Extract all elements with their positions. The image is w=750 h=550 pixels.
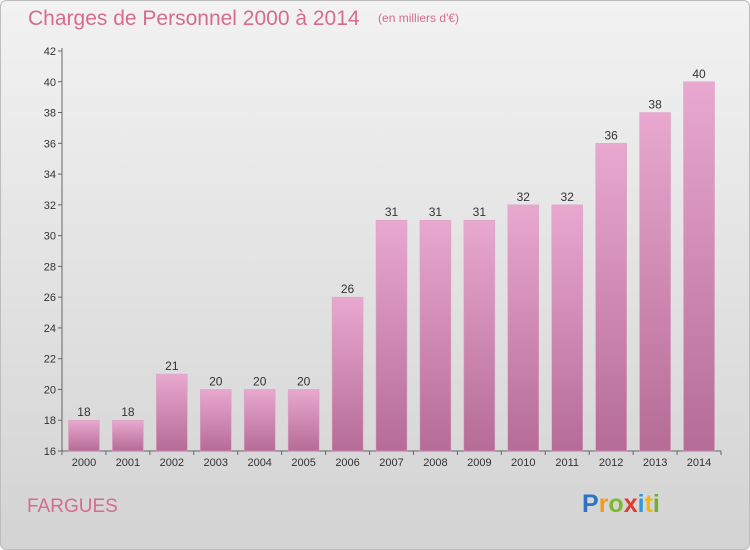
bar-2010 xyxy=(507,204,540,452)
bar-2011 xyxy=(551,204,583,452)
y-tick-label: 38 xyxy=(44,108,56,120)
data-label-2012: 36 xyxy=(604,128,618,142)
x-tick-label-2011: 2011 xyxy=(555,457,579,469)
data-label-2001: 18 xyxy=(121,405,135,419)
y-tick-label: 16 xyxy=(44,446,56,458)
bar-2003 xyxy=(200,389,232,452)
bar-2001 xyxy=(112,419,144,452)
bar-2005 xyxy=(287,389,320,452)
y-tick-label: 34 xyxy=(44,169,56,181)
data-label-2007: 31 xyxy=(385,205,399,219)
bar-2008 xyxy=(419,219,452,452)
x-tick-label-2014: 2014 xyxy=(687,457,711,469)
data-label-2009: 31 xyxy=(473,205,487,219)
x-tick-label-2002: 2002 xyxy=(160,457,184,469)
x-tick-label-2008: 2008 xyxy=(423,457,447,469)
place-name: FARGUES xyxy=(27,496,118,517)
data-label-2014: 40 xyxy=(692,67,706,81)
x-tick-label-2006: 2006 xyxy=(335,457,359,469)
bar-2014 xyxy=(683,81,715,452)
data-label-2008: 31 xyxy=(429,205,443,219)
y-tick-label: 30 xyxy=(44,231,56,243)
title-row: Charges de Personnel 2000 à 2014 (en mil… xyxy=(28,7,459,31)
data-label-2013: 38 xyxy=(648,98,662,112)
y-tick-label: 28 xyxy=(44,261,56,273)
y-tick-label: 20 xyxy=(44,384,56,396)
bar-2007 xyxy=(375,219,408,452)
bar-2004 xyxy=(243,389,276,452)
y-tick-label: 18 xyxy=(44,415,56,427)
data-label-2004: 20 xyxy=(253,374,267,388)
bar-2006 xyxy=(331,296,364,452)
x-tick-label-2003: 2003 xyxy=(204,457,228,469)
y-tick-label: 26 xyxy=(44,292,56,304)
data-label-2011: 32 xyxy=(561,190,575,204)
x-tick-label-2009: 2009 xyxy=(467,457,491,469)
data-label-2003: 20 xyxy=(209,374,223,388)
x-tick-label-2013: 2013 xyxy=(643,457,667,469)
y-tick-label: 36 xyxy=(44,138,56,150)
x-tick-label-2010: 2010 xyxy=(511,457,535,469)
data-label-2000: 18 xyxy=(77,405,91,419)
chart-title: Charges de Personnel 2000 à 2014 xyxy=(28,7,360,30)
bar-2002 xyxy=(156,373,188,452)
bar-2013 xyxy=(639,112,671,452)
data-label-2005: 20 xyxy=(297,374,311,388)
bar-2009 xyxy=(463,219,496,452)
data-label-2002: 21 xyxy=(165,359,179,373)
proxiti-logo: Proxiti xyxy=(582,490,660,518)
y-tick-label: 40 xyxy=(44,77,56,89)
data-label-2010: 32 xyxy=(517,190,531,204)
x-tick-label-2001: 2001 xyxy=(116,457,140,469)
x-tick-label-2012: 2012 xyxy=(599,457,623,469)
x-tick-label-2007: 2007 xyxy=(379,457,403,469)
x-tick-label-2005: 2005 xyxy=(291,457,315,469)
x-tick-label-2004: 2004 xyxy=(247,457,271,469)
y-tick-label: 42 xyxy=(44,46,56,58)
data-label-2006: 26 xyxy=(341,282,355,296)
y-tick-label: 24 xyxy=(44,323,56,335)
chart-subtitle: (en milliers d'€) xyxy=(378,11,460,25)
y-tick-label: 22 xyxy=(44,354,56,366)
x-tick-label-2000: 2000 xyxy=(72,457,96,469)
bar-2000 xyxy=(68,419,100,452)
bar-2012 xyxy=(595,143,627,452)
y-tick-label: 32 xyxy=(44,200,56,212)
